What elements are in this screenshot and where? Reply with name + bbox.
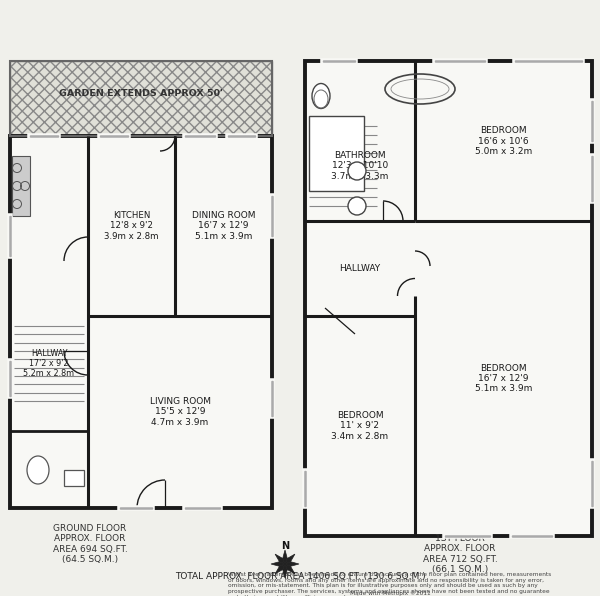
Text: 1ST FLOOR
APPROX. FLOOR
AREA 712 SQ.FT.
(66.1 SQ.M.): 1ST FLOOR APPROX. FLOOR AREA 712 SQ.FT. …	[422, 534, 497, 574]
Text: GARDEN EXTENDS APPROX 50': GARDEN EXTENDS APPROX 50'	[59, 89, 223, 98]
Text: Made with Metropix ©2011: Made with Metropix ©2011	[350, 590, 430, 596]
Bar	[12, 156, 30, 216]
Ellipse shape	[348, 197, 366, 215]
Polygon shape	[285, 564, 295, 574]
Polygon shape	[283, 564, 287, 578]
Bar	[64, 470, 84, 486]
Text: N: N	[281, 541, 289, 551]
Ellipse shape	[27, 456, 49, 484]
Polygon shape	[285, 554, 295, 564]
Text: BEDROOM
16'6 x 10'6
5.0m x 3.2m: BEDROOM 16'6 x 10'6 5.0m x 3.2m	[475, 126, 532, 156]
Bar	[10, 61, 272, 136]
Ellipse shape	[312, 83, 330, 108]
Text: DINING ROOM
16'7 x 12'9
5.1m x 3.9m: DINING ROOM 16'7 x 12'9 5.1m x 3.9m	[192, 211, 255, 241]
Polygon shape	[271, 561, 285, 566]
Bar	[10, 61, 272, 136]
Text: BEDROOM
16'7 x 12'9
5.1m x 3.9m: BEDROOM 16'7 x 12'9 5.1m x 3.9m	[475, 364, 532, 393]
Text: BATHROOM
12'3 x 10'10
3.7m x 3.3m: BATHROOM 12'3 x 10'10 3.7m x 3.3m	[331, 151, 389, 181]
Polygon shape	[275, 564, 285, 574]
Text: BEDROOM
11' x 9'2
3.4m x 2.8m: BEDROOM 11' x 9'2 3.4m x 2.8m	[331, 411, 389, 441]
Ellipse shape	[348, 162, 366, 180]
Text: HALLWAY
17'2 x 9'2
5.2m x 2.8m: HALLWAY 17'2 x 9'2 5.2m x 2.8m	[23, 349, 74, 378]
Bar	[10, 136, 272, 508]
Text: Whilst every attempt has been made to ensure the accuracy of the floor plan cont: Whilst every attempt has been made to en…	[229, 572, 551, 596]
Text: LIVING ROOM
15'5 x 12'9
4.7m x 3.9m: LIVING ROOM 15'5 x 12'9 4.7m x 3.9m	[149, 397, 211, 427]
Text: GROUND FLOOR
APPROX. FLOOR
AREA 694 SQ.FT.
(64.5 SQ.M.): GROUND FLOOR APPROX. FLOOR AREA 694 SQ.F…	[53, 524, 127, 564]
Text: TOTAL APPROX. FLOOR AREA 1406 SQ.FT. (130.6 SQ.M.): TOTAL APPROX. FLOOR AREA 1406 SQ.FT. (13…	[175, 573, 425, 582]
Polygon shape	[285, 561, 299, 566]
Bar	[305, 61, 592, 536]
Text: HALLWAY: HALLWAY	[340, 264, 380, 273]
Polygon shape	[275, 554, 285, 564]
Bar	[309, 116, 364, 191]
Text: KITCHEN
12'8 x 9'2
3.9m x 2.8m: KITCHEN 12'8 x 9'2 3.9m x 2.8m	[104, 211, 159, 241]
Polygon shape	[283, 550, 287, 564]
